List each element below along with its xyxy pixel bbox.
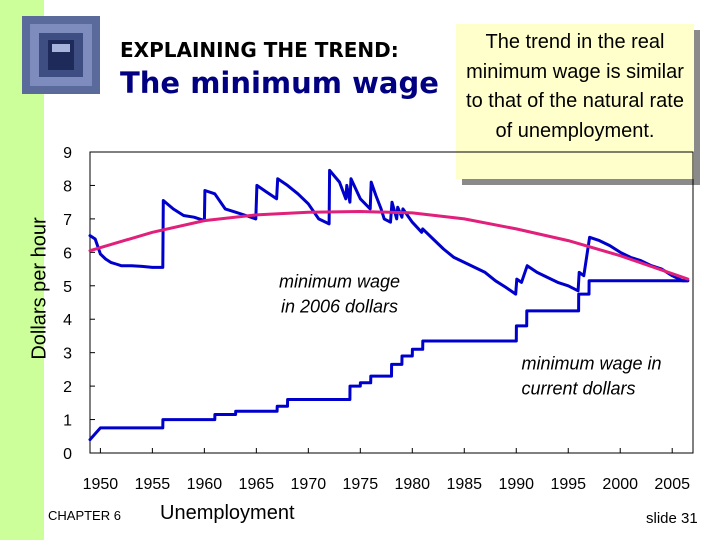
y-tick-label: 2	[63, 379, 72, 396]
series-line-nominal-wage	[88, 279, 690, 442]
x-tick-label: 1965	[239, 476, 275, 493]
annotation-line: minimum wage in	[521, 353, 661, 373]
x-tick-label: 1960	[187, 476, 223, 493]
y-tick-label: 5	[63, 279, 72, 296]
callout-text: The trend in the real minimum wage is si…	[466, 31, 684, 142]
footer-chapter-title: Unemployment	[160, 502, 295, 524]
chart-annotation: minimum wage in 2006 dollars	[279, 271, 400, 316]
y-tick-label: 9	[63, 145, 72, 162]
slide-title: The minimum wage	[120, 66, 439, 100]
y-tick-label: 4	[63, 312, 72, 329]
y-tick-label: 1	[63, 413, 72, 430]
series-line-real-wage	[88, 168, 690, 296]
slide-number: slide 31	[646, 510, 698, 527]
x-tick-label: 1990	[498, 476, 534, 493]
x-tick-label: 1985	[446, 476, 482, 493]
annotation-line: minimum wage	[279, 271, 400, 291]
chart-annotation: minimum wage in current dollars	[521, 353, 661, 398]
callout-box: The trend in the real minimum wage is si…	[456, 24, 694, 179]
window-logo-icon	[22, 16, 100, 94]
y-tick-label: 6	[63, 245, 72, 262]
annotation-line: current dollars	[521, 378, 635, 398]
x-tick-label: 1975	[343, 476, 379, 493]
plot-frame	[89, 151, 694, 454]
annotation-line: in 2006 dollars	[281, 296, 398, 316]
x-tick-label: 1950	[83, 476, 119, 493]
x-tick-label: 2000	[602, 476, 638, 493]
x-tick-label: 2005	[654, 476, 690, 493]
y-tick-label: 7	[63, 212, 72, 229]
x-tick-label: 1995	[550, 476, 586, 493]
slide-kicker: EXPLAINING THE TREND:	[120, 38, 399, 62]
y-tick-label: 3	[63, 346, 72, 363]
footer-chapter: CHAPTER 6	[48, 508, 121, 523]
y-tick-label: 8	[63, 178, 72, 195]
x-tick-label: 1970	[291, 476, 327, 493]
x-tick-label: 1980	[394, 476, 430, 493]
series-line-trend	[88, 210, 690, 281]
y-tick-label: 0	[63, 446, 72, 463]
x-tick-label: 1955	[135, 476, 171, 493]
